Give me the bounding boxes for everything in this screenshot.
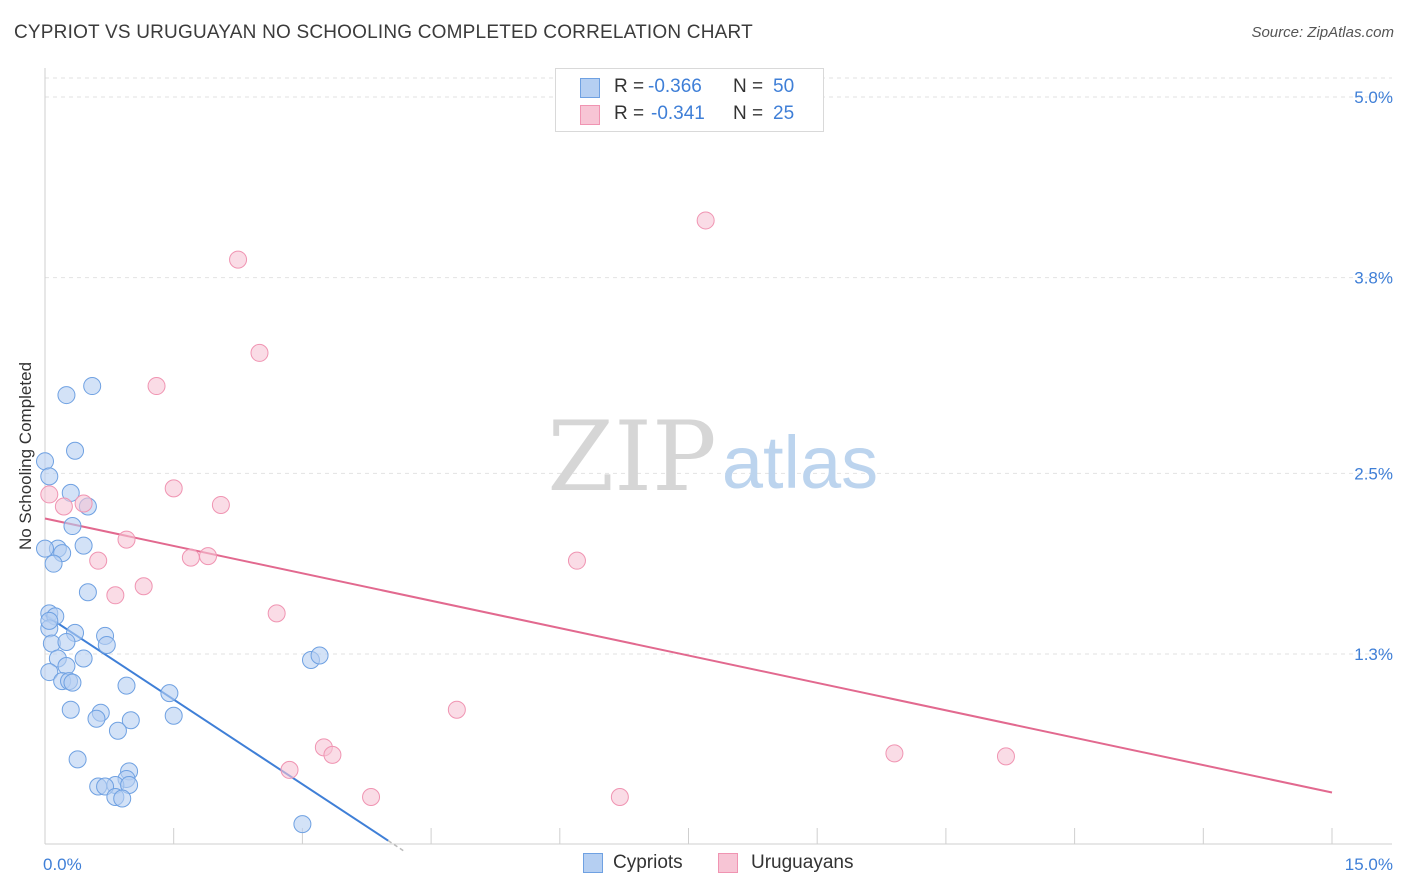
legend-r-label: R = bbox=[614, 76, 645, 97]
point-cypriots bbox=[160, 684, 179, 703]
point-uruguayans bbox=[199, 547, 218, 566]
x-tick-label: 15.0% bbox=[1345, 855, 1393, 874]
point-cypriots bbox=[68, 750, 87, 769]
series-legend: Cypriots Uruguayans bbox=[583, 852, 883, 876]
point-uruguayans bbox=[181, 548, 200, 567]
point-uruguayans bbox=[447, 700, 466, 719]
point-uruguayans bbox=[117, 530, 136, 549]
y-axis-label: No Schooling Completed bbox=[16, 361, 35, 551]
point-uruguayans bbox=[40, 485, 59, 504]
point-uruguayans bbox=[164, 479, 183, 498]
point-cypriots bbox=[74, 536, 93, 555]
axes bbox=[44, 68, 1392, 845]
point-cypriots bbox=[57, 386, 76, 405]
point-cypriots bbox=[117, 676, 136, 695]
legend-swatch-uruguayans bbox=[580, 105, 600, 125]
point-uruguayans bbox=[323, 745, 342, 764]
data-points bbox=[36, 211, 1015, 834]
legend-r-value: -0.341 bbox=[651, 103, 705, 124]
point-cypriots bbox=[57, 632, 76, 651]
point-cypriots bbox=[78, 583, 97, 602]
point-cypriots bbox=[97, 635, 116, 654]
x-tick-labels: 0.0% 15.0% bbox=[43, 855, 1393, 874]
point-uruguayans bbox=[74, 494, 93, 513]
legend-n-value: 25 bbox=[773, 103, 795, 124]
legend-r-label: R = bbox=[614, 103, 645, 124]
source-label: Source: ZipAtlas.com bbox=[1251, 24, 1394, 41]
point-cypriots bbox=[164, 706, 183, 725]
point-cypriots bbox=[36, 452, 54, 471]
point-uruguayans bbox=[89, 551, 108, 570]
point-uruguayans bbox=[229, 250, 248, 269]
point-cypriots bbox=[74, 649, 93, 668]
legend-label-uruguayans: Uruguayans bbox=[751, 852, 854, 873]
point-cypriots bbox=[44, 554, 63, 573]
point-cypriots bbox=[63, 517, 82, 536]
point-uruguayans bbox=[250, 343, 269, 362]
point-cypriots bbox=[108, 721, 127, 740]
y-tick-labels: 1.3% 2.5% 3.8% 5.0% bbox=[1354, 88, 1393, 664]
legend-swatch-cypriots bbox=[583, 853, 603, 873]
legend-n-label: N = bbox=[733, 103, 764, 124]
point-cypriots bbox=[61, 700, 80, 719]
point-cypriots bbox=[310, 646, 329, 665]
point-uruguayans bbox=[567, 551, 586, 570]
point-cypriots bbox=[40, 611, 59, 630]
y-tick-label: 5.0% bbox=[1354, 88, 1393, 107]
gridlines bbox=[45, 77, 1392, 655]
correlation-legend: R = -0.366 N = 50 R = -0.341 N = 25 bbox=[555, 68, 824, 132]
point-cypriots bbox=[87, 709, 106, 728]
legend-n-label: N = bbox=[733, 76, 764, 97]
point-cypriots bbox=[83, 377, 102, 396]
legend-n-value: 50 bbox=[773, 76, 795, 97]
point-cypriots bbox=[121, 711, 140, 730]
point-uruguayans bbox=[211, 495, 230, 514]
point-uruguayans bbox=[134, 577, 153, 596]
point-cypriots bbox=[63, 673, 82, 692]
point-cypriots bbox=[66, 441, 85, 460]
point-cypriots bbox=[40, 467, 59, 486]
y-tick-label: 3.8% bbox=[1354, 269, 1393, 288]
point-uruguayans bbox=[885, 744, 904, 763]
point-cypriots bbox=[57, 657, 76, 676]
watermark-zip: ZIP bbox=[547, 401, 716, 513]
point-uruguayans bbox=[147, 377, 166, 396]
trend-line-cypriots bbox=[44, 614, 389, 842]
watermark: ZIP atlas bbox=[547, 401, 878, 513]
y-tick-label: 1.3% bbox=[1354, 645, 1393, 664]
trend-line-uruguayans bbox=[44, 517, 1333, 794]
chart-title: CYPRIOT VS URUGUAYAN NO SCHOOLING COMPLE… bbox=[14, 22, 753, 43]
x-tick-label: 0.0% bbox=[43, 855, 82, 874]
trend-line-extension bbox=[387, 840, 406, 853]
point-uruguayans bbox=[696, 211, 715, 230]
point-cypriots bbox=[113, 789, 132, 808]
legend-label-cypriots: Cypriots bbox=[613, 852, 683, 873]
point-uruguayans bbox=[996, 747, 1015, 766]
point-uruguayans bbox=[610, 788, 629, 807]
point-uruguayans bbox=[106, 586, 125, 605]
y-tick-label: 2.5% bbox=[1354, 464, 1393, 483]
point-uruguayans bbox=[54, 497, 73, 516]
trend-lines bbox=[44, 517, 1333, 853]
point-cypriots bbox=[36, 539, 54, 558]
legend-r-value: -0.366 bbox=[648, 76, 702, 97]
point-uruguayans bbox=[267, 604, 286, 623]
point-cypriots bbox=[40, 663, 59, 682]
watermark-atlas: atlas bbox=[722, 421, 878, 504]
point-cypriots bbox=[293, 815, 312, 834]
y-axis-label-wrap: No Schooling Completed bbox=[16, 268, 36, 550]
legend-swatch-uruguayans bbox=[718, 853, 738, 873]
legend-swatch-cypriots bbox=[580, 78, 600, 98]
point-uruguayans bbox=[362, 788, 381, 807]
point-uruguayans bbox=[280, 760, 299, 779]
